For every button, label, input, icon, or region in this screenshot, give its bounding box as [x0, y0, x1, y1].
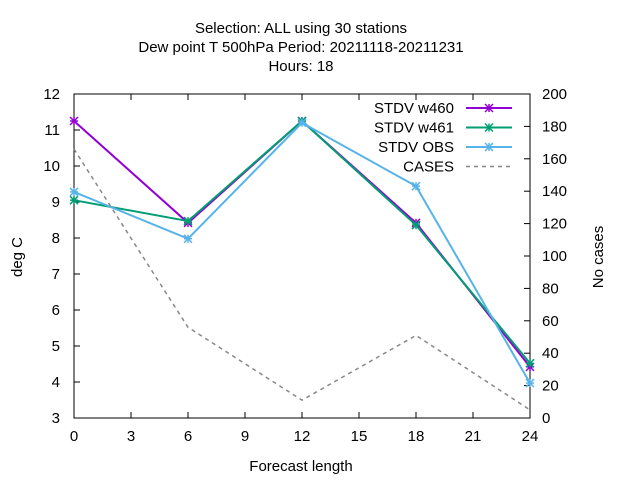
- y2-tick-label: 60: [542, 313, 559, 330]
- series-line: [73, 119, 531, 368]
- y-tick-label: 3: [52, 410, 60, 427]
- y-tick-label: 5: [52, 338, 60, 355]
- y-tick-label: 4: [52, 374, 60, 391]
- legend-label: STDV w461: [374, 120, 454, 137]
- y2-tick-label: 0: [542, 410, 550, 427]
- x-tick-label: 0: [70, 428, 78, 445]
- y2-tick-label: 160: [542, 151, 567, 168]
- legend-marker: [484, 103, 494, 113]
- data-point: [411, 220, 421, 230]
- series-line: [73, 148, 531, 411]
- legend-label: STDV w460: [374, 100, 454, 117]
- legend-label: STDV OBS: [378, 139, 454, 156]
- y2-tick-label: 100: [542, 248, 567, 265]
- series-cases: [73, 148, 531, 411]
- y-tick-label: 10: [43, 158, 60, 175]
- series-stdv-w461: [69, 116, 535, 368]
- y2-tick-label: 140: [542, 183, 567, 200]
- x-tick-label: 3: [127, 428, 135, 445]
- title-line-2: Dew point T 500hPa Period: 20211118-2021…: [138, 39, 463, 56]
- data-point: [183, 234, 193, 244]
- x-tick-label: 18: [408, 428, 425, 445]
- data-point: [183, 216, 193, 226]
- series-line: [73, 119, 531, 364]
- legend-entry: STDV w460: [374, 100, 512, 117]
- x-tick-label: 21: [465, 428, 482, 445]
- series-stdv-obs: [69, 118, 535, 388]
- x-tick-label: 15: [351, 428, 368, 445]
- legend-entry: STDV OBS: [378, 139, 512, 156]
- series-stdv-w460: [69, 116, 535, 372]
- data-point: [69, 187, 79, 197]
- series-layer: [69, 116, 535, 411]
- title-line-3: Hours: 18: [268, 58, 333, 75]
- x-tick-label: 24: [522, 428, 539, 445]
- plot-frame: [73, 93, 531, 419]
- x-axis-label: Forecast length: [249, 458, 352, 475]
- series-line: [73, 121, 531, 384]
- y2-tick-label: 180: [542, 118, 567, 135]
- x-tick-label: 6: [184, 428, 192, 445]
- data-point: [297, 118, 307, 128]
- y-tick-label: 12: [43, 86, 60, 103]
- y-tick-label: 8: [52, 230, 60, 247]
- y2-tick-label: 120: [542, 216, 567, 233]
- axes: 0 3 6 9 12 15 18 21 2434567891011120204060801001…: [43, 86, 567, 445]
- data-point: [411, 181, 421, 191]
- y2-tick-label: 80: [542, 280, 559, 297]
- y-tick-label: 11: [44, 122, 60, 139]
- chart-title: Selection: ALL using 30 stations Dew poi…: [138, 20, 463, 75]
- x-tick-label: 9: [241, 428, 249, 445]
- legend-label: CASES: [403, 159, 454, 176]
- legend-marker: [484, 122, 494, 133]
- x-tick-label: 12: [294, 428, 311, 445]
- y2-tick-label: 200: [542, 86, 567, 103]
- legend-marker: [484, 142, 494, 152]
- y-tick-label: 7: [52, 266, 60, 283]
- data-point: [69, 195, 79, 205]
- y2-tick-label: 20: [542, 378, 559, 395]
- title-line-1: Selection: ALL using 30 stations: [195, 20, 407, 37]
- legend-entry: CASES: [403, 159, 512, 176]
- data-point: [69, 116, 79, 126]
- y-axis-label: deg C: [9, 237, 26, 277]
- data-point: [525, 358, 535, 368]
- data-point: [525, 378, 535, 388]
- y2-tick-label: 40: [542, 345, 559, 362]
- y-tick-label: 9: [52, 194, 60, 211]
- legend-entry: STDV w461: [374, 120, 512, 137]
- y2-axis-label: No cases: [590, 226, 607, 289]
- legend: STDV w460 STDV w461 STDV OBS CASES: [374, 100, 512, 176]
- y-tick-label: 6: [52, 302, 60, 319]
